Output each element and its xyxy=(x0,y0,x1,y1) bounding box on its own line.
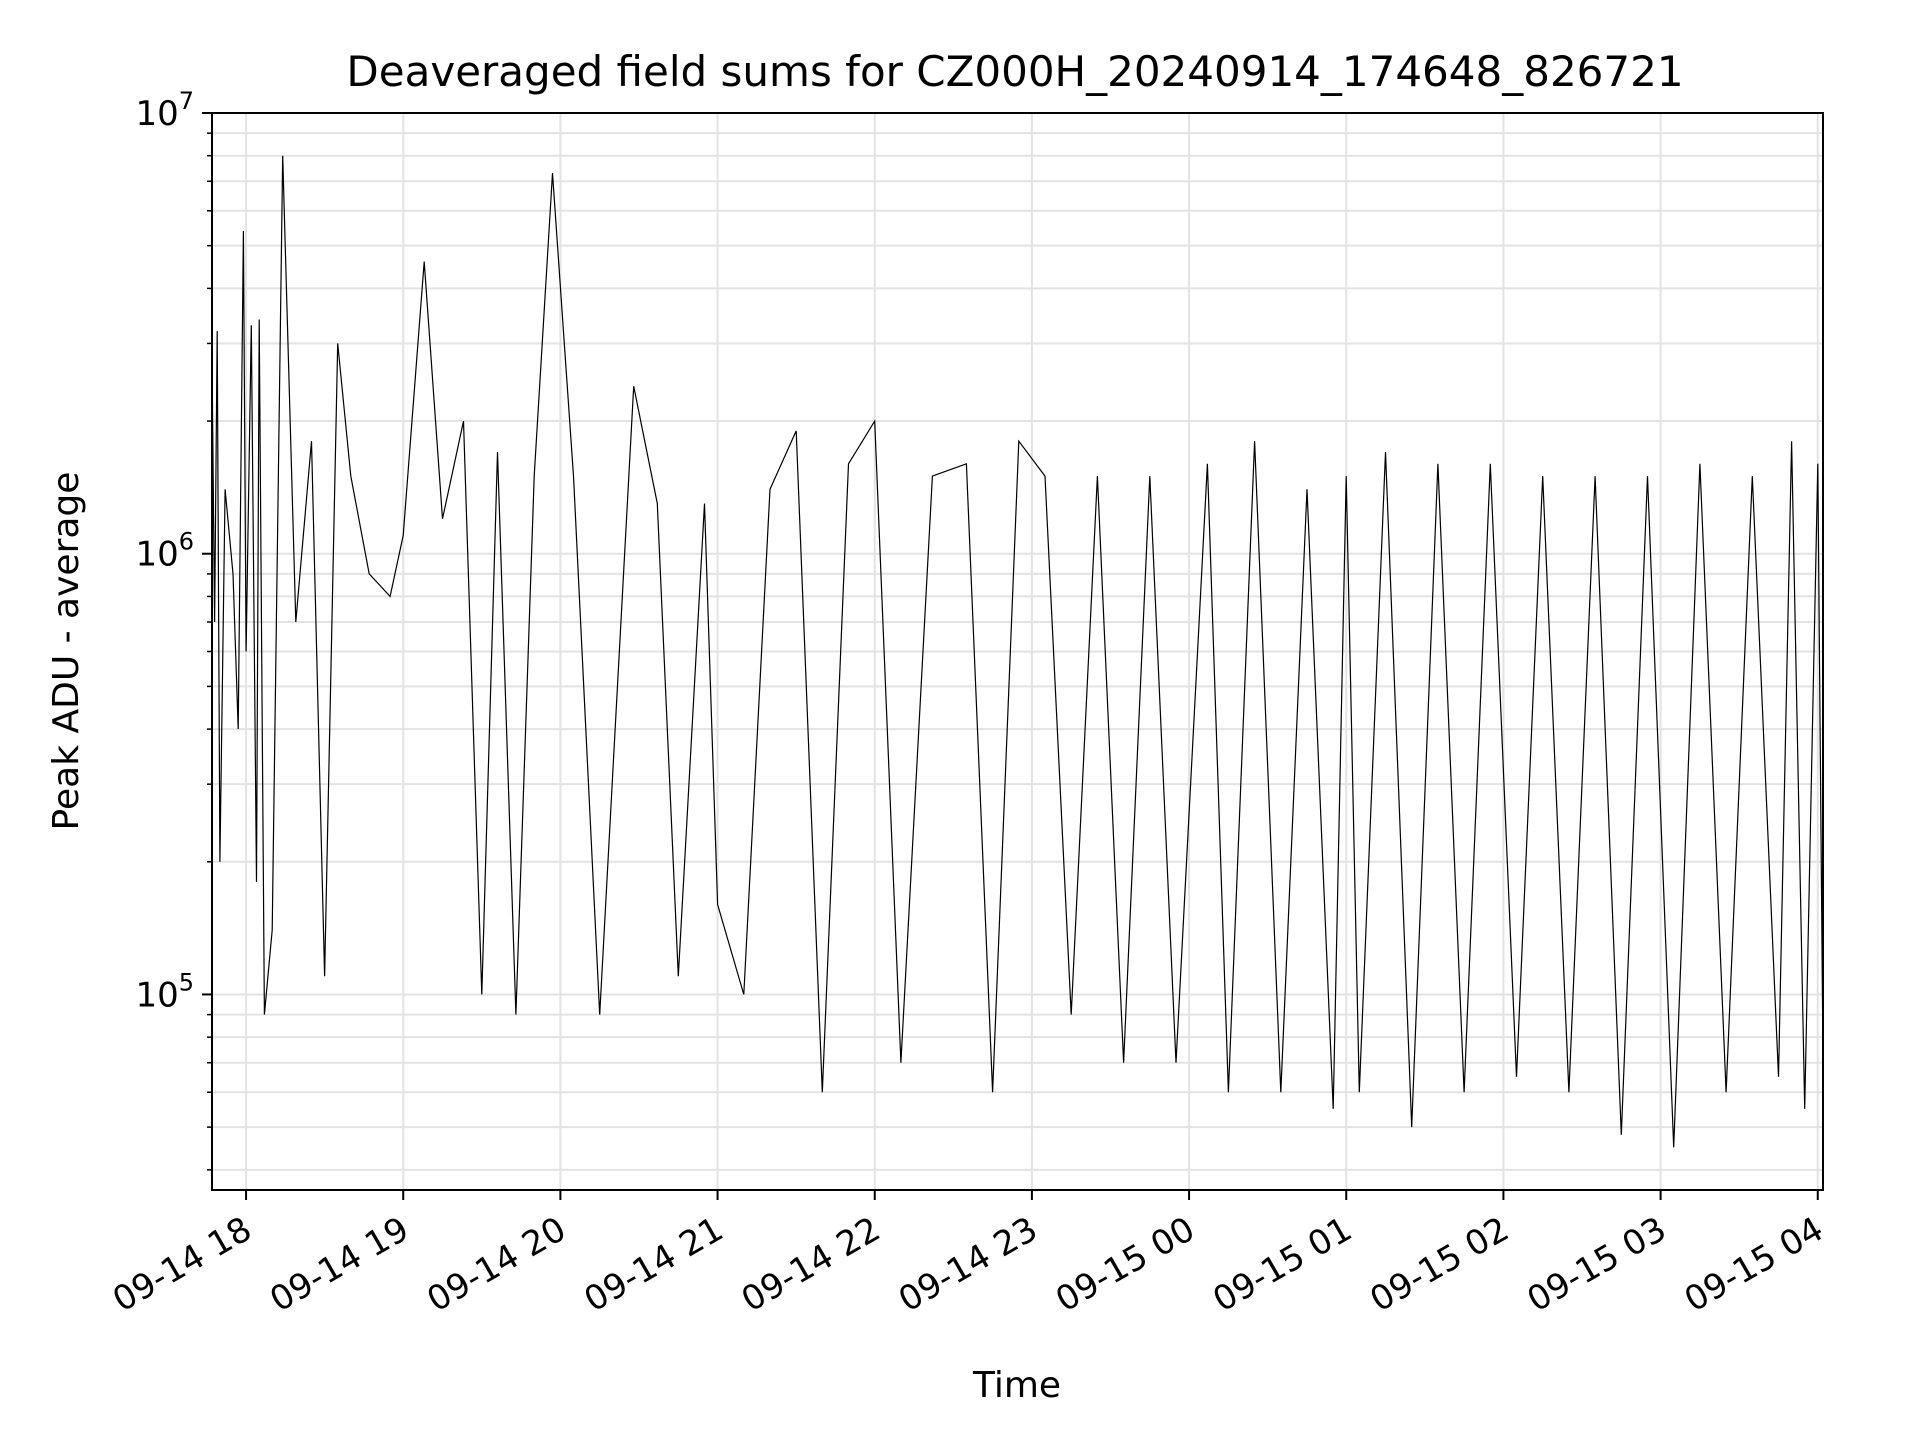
series-line xyxy=(211,155,1824,1148)
y-tick-exponent: 6 xyxy=(179,528,194,556)
y-tick-exponent: 7 xyxy=(179,87,194,115)
chart-title: Deaveraged field sums for CZ000H_2024091… xyxy=(346,47,1683,96)
plot-area xyxy=(211,155,1824,1148)
y-tick-base: 10 xyxy=(135,975,178,1015)
y-tick-label: 106 xyxy=(135,528,194,575)
y-tick-label: 105 xyxy=(135,968,194,1015)
x-axis-label: Time xyxy=(972,1365,1061,1406)
y-axis-label: Peak ADU - average xyxy=(46,472,87,831)
y-tick-exponent: 5 xyxy=(179,968,194,996)
y-tick-base: 10 xyxy=(135,94,178,134)
y-tick-base: 10 xyxy=(135,535,178,575)
y-tick-label: 107 xyxy=(135,87,194,134)
